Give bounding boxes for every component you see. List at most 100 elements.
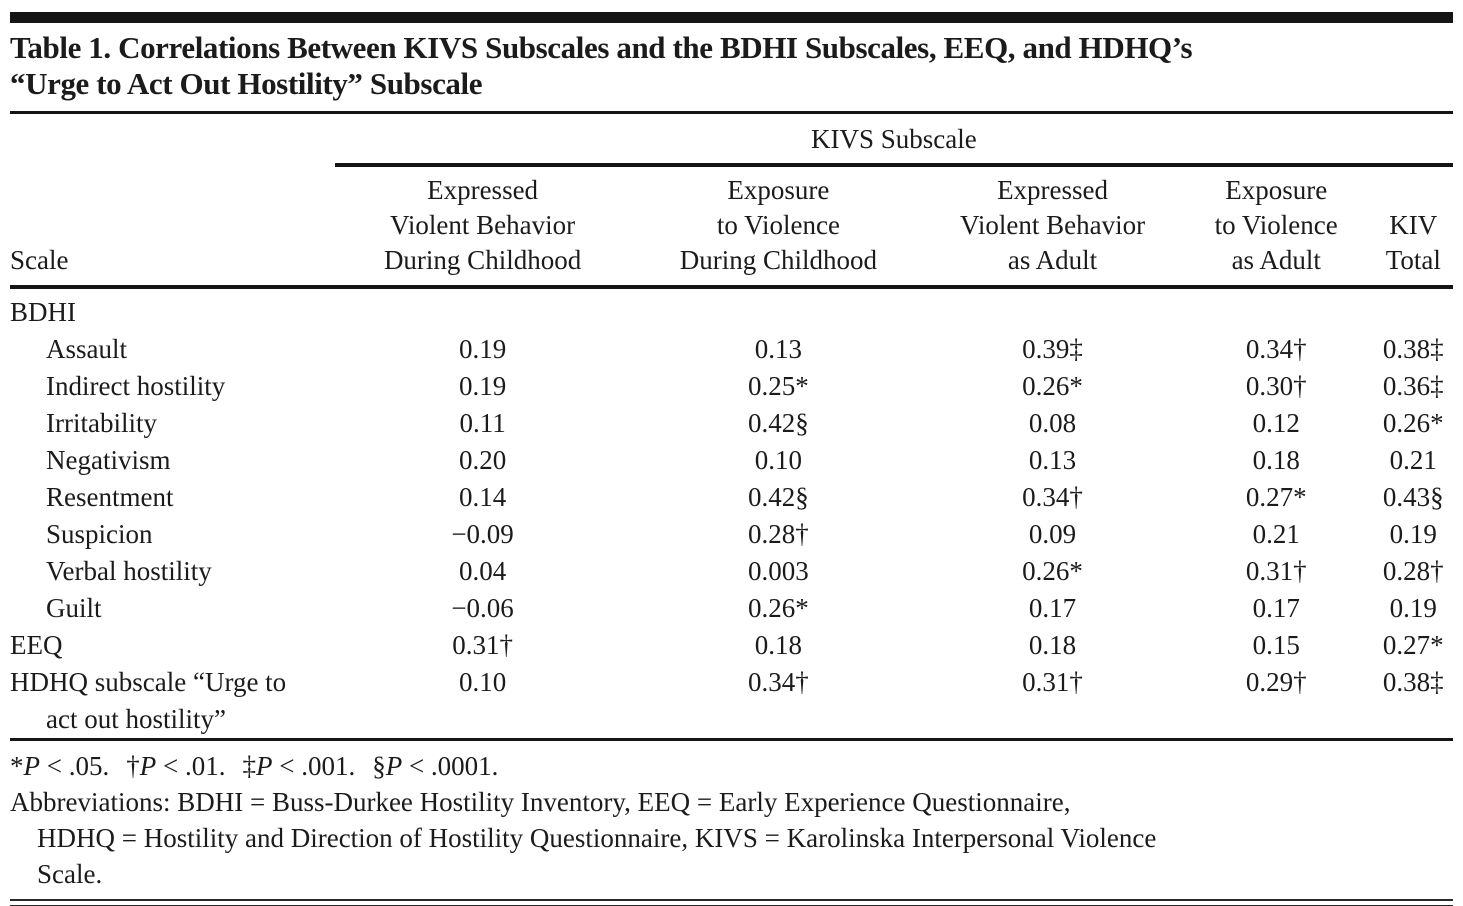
correlation-cell: 0.28† (1382, 556, 1444, 586)
row-label: EEQ (10, 627, 335, 664)
correlation-cell: 0.17 (1252, 593, 1300, 623)
correlation-cell: 0.14 (458, 482, 507, 512)
column-header-line: as Adult (1007, 245, 1098, 275)
correlation-cell: 0.18 (1028, 630, 1077, 660)
abbreviations-line: Scale. (37, 859, 103, 889)
p-value-label: P (255, 751, 273, 781)
column-header-line: Violent Behavior (960, 210, 1146, 240)
column-header-line: Expressed (427, 175, 539, 205)
correlation-cell: 0.27* (1382, 630, 1444, 660)
kivs-subscale-spanner: KIVS Subscale (334, 114, 1453, 167)
column-header-line: Exposure (727, 175, 830, 205)
correlation-cell: 0.26* (748, 593, 809, 623)
correlation-cell: 0.26* (1022, 556, 1083, 586)
correlation-cell: 0.29† (1245, 667, 1307, 697)
row-label-line: EEQ (10, 630, 63, 660)
row-label-line: Guilt (46, 593, 102, 623)
abbreviations-line: Abbreviations: BDHI = Buss-Durkee Hostil… (10, 787, 1071, 817)
abbreviations-line: HDHQ = Hostility and Direction of Hostil… (37, 823, 1157, 853)
correlation-cell: 0.003 (748, 556, 809, 586)
table-row: Guilt −0.06 0.26* 0.17 0.17 0.19 (10, 590, 1453, 627)
correlation-cell: 0.13 (754, 334, 803, 364)
correlation-cell: 0.12 (1252, 408, 1300, 438)
column-header-5: KIV Total (1373, 165, 1453, 289)
column-header-line: Total (1385, 245, 1441, 275)
significance-symbol: ‡ (242, 751, 256, 781)
row-label: Suspicion (10, 516, 335, 553)
correlation-cell: 0.39‡ (1022, 334, 1083, 364)
column-header-1: Expressed Violent Behavior During Childhoo… (334, 165, 631, 289)
table-title: Table 1. Correlations Between KIVS Subsc… (10, 30, 1453, 102)
correlation-cell: 0.19 (1389, 519, 1437, 549)
correlation-cell: 0.19 (458, 371, 507, 401)
correlation-cell: 0.20 (458, 445, 507, 475)
correlation-cell: 0.19 (1389, 593, 1437, 623)
significance-item: †P < .01. (126, 751, 225, 781)
row-label: BDHI (10, 287, 335, 331)
row-label-line: act out hostility” (46, 704, 226, 734)
p-value-label: P (139, 751, 157, 781)
table-row: Verbal hostility 0.04 0.003 0.26* 0.31† 0.28† (10, 553, 1453, 590)
row-label: HDHQ subscale “Urge to act out hostility” (10, 664, 335, 738)
spanner-row: KIVS Subscale (10, 114, 1453, 167)
row-label-line: Verbal hostility (46, 556, 212, 586)
column-header-line: KIV (1389, 210, 1438, 240)
row-label-line: BDHI (10, 297, 76, 327)
column-header-row: Scale Expressed Violent Behavior During Ch… (10, 165, 1453, 289)
significance-threshold: < .05. (40, 751, 110, 781)
column-header-line: Exposure (1225, 175, 1328, 205)
table-row: Resentment 0.14 0.42§ 0.34† 0.27* 0.43§ (10, 479, 1453, 516)
table-row: BDHI (10, 287, 1453, 331)
column-header-line: Violent Behavior (390, 210, 576, 240)
table-bottom-divider (10, 738, 1453, 741)
row-label-line: Irritability (46, 408, 157, 438)
row-label-line: Assault (46, 334, 127, 364)
spanner-spacer (10, 114, 335, 165)
correlation-cell: 0.26* (1382, 408, 1444, 438)
significance-item: *P < .05. (10, 751, 109, 781)
correlation-cell: 0.04 (458, 556, 507, 586)
row-label: Indirect hostility (10, 368, 335, 405)
correlation-cell: 0.25* (748, 371, 809, 401)
correlation-cell: 0.09 (1028, 519, 1077, 549)
column-header-2: Exposure to Violence During Childhood (630, 165, 927, 289)
significance-symbol: § (372, 751, 386, 781)
correlation-cell: −0.06 (451, 593, 514, 623)
correlation-cell: 0.27* (1245, 482, 1307, 512)
correlation-cell: 0.18 (1252, 445, 1300, 475)
table-row: Negativism 0.20 0.10 0.13 0.18 0.21 (10, 442, 1453, 479)
correlation-cell: 0.11 (459, 408, 506, 438)
correlation-cell (335, 287, 631, 331)
table-row: Suspicion −0.09 0.28† 0.09 0.21 0.19 (10, 516, 1453, 553)
correlation-cell: 0.36‡ (1382, 371, 1444, 401)
significance-symbol: * (10, 751, 24, 781)
correlation-cell: 0.42§ (748, 482, 809, 512)
row-label: Verbal hostility (10, 553, 335, 590)
correlation-table: KIVS Subscale Scale Expressed Violent Beh… (10, 114, 1453, 738)
p-value-label: P (385, 751, 403, 781)
correlation-cell: 0.30† (1245, 371, 1307, 401)
title-divider (10, 111, 1453, 114)
column-header-line: to Violence (716, 210, 840, 240)
column-header-line: to Violence (1214, 210, 1338, 240)
row-label-line: Negativism (46, 445, 171, 475)
column-header-line: During Childhood (383, 245, 582, 275)
significance-note: *P < .05. †P < .01. ‡P < .001. §P < .0001. (10, 748, 1453, 784)
table-row: Assault 0.19 0.13 0.39‡ 0.34† 0.38‡ (10, 331, 1453, 368)
correlation-cell: 0.17 (1028, 593, 1077, 623)
row-label-line: Resentment (46, 482, 174, 512)
row-label: Irritability (10, 405, 335, 442)
significance-item: §P < .0001. (372, 751, 498, 781)
significance-threshold: < .001. (272, 751, 356, 781)
table-title-line2: “Urge to Act Out Hostility” Subscale (10, 66, 483, 101)
column-header-line: During Childhood (679, 245, 878, 275)
correlation-cell: 0.34† (1245, 334, 1307, 364)
correlation-cell (1179, 287, 1374, 331)
correlation-cell: 0.13 (1028, 445, 1077, 475)
table-row: EEQ 0.31† 0.18 0.18 0.15 0.27* (10, 627, 1453, 664)
abbreviations-note: Abbreviations: BDHI = Buss-Durkee Hostil… (10, 784, 1453, 892)
correlation-cell: 0.42§ (748, 408, 809, 438)
correlation-cell: −0.09 (451, 519, 514, 549)
correlation-cell: 0.34† (1022, 482, 1083, 512)
